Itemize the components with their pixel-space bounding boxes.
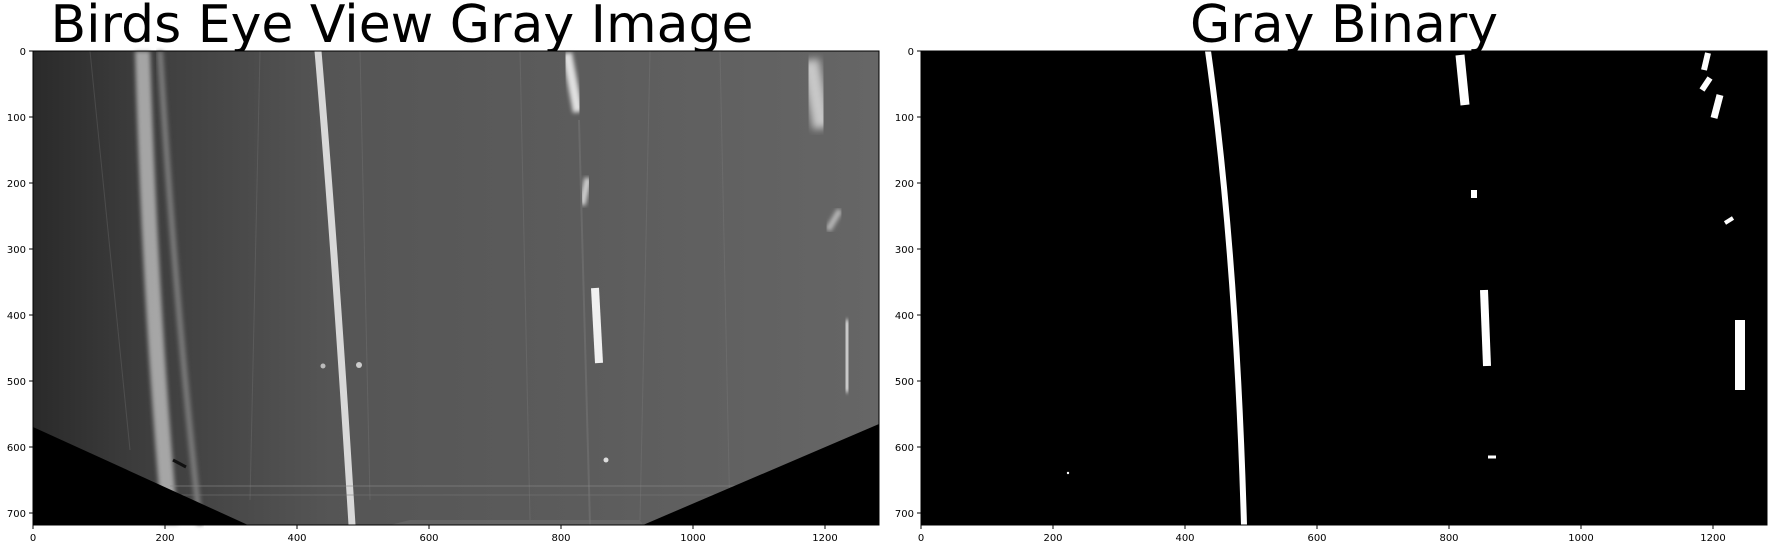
y-tick-label: 400 [895,311,914,322]
x-tick-label: 800 [551,533,570,544]
y-tick-label: 300 [7,245,26,256]
y-tick-label: 300 [895,245,914,256]
y-tick-label: 100 [895,113,914,124]
x-tick-label: 600 [1307,533,1326,544]
binary-image [921,50,1767,526]
gray-image [33,50,879,526]
x-tick-label: 200 [155,533,174,544]
x-tick-label: 600 [419,533,438,544]
x-tick-label: 1200 [812,533,837,544]
y-tick-label: 600 [7,443,26,454]
axes-frame-right [920,50,1768,526]
x-tick-label: 0 [30,533,36,544]
y-tick-label: 500 [7,377,26,388]
x-tick-label: 400 [287,533,306,544]
panel-gray-binary: Gray Binary 0 [895,0,1768,544]
y-tick-label: 200 [895,179,914,190]
y-tick-label: 700 [7,509,26,520]
y-tick-label: 0 [908,47,914,58]
y-tick-label: 200 [7,179,26,190]
panel-title-binary: Gray Binary [1190,0,1498,55]
y-tick-label: 600 [895,443,914,454]
y-tick-label: 700 [895,509,914,520]
axes-frame-left [32,50,880,526]
y-tick-label: 400 [7,311,26,322]
y-tick-label: 0 [20,47,26,58]
x-axis-right: 0 200 400 600 800 1000 1200 [918,525,1726,544]
x-tick-label: 400 [1175,533,1194,544]
y-tick-label: 500 [895,377,914,388]
y-axis-left: 0 100 200 300 400 500 600 700 [7,47,33,520]
x-tick-label: 1000 [680,533,705,544]
x-tick-label: 200 [1043,533,1062,544]
x-tick-label: 1200 [1700,533,1725,544]
x-tick-label: 800 [1439,533,1458,544]
panel-gray-image: Birds Eye View Gray Image [7,0,880,544]
y-axis-right: 0 100 200 300 400 500 600 700 [895,47,921,520]
y-tick-label: 100 [7,113,26,124]
x-tick-label: 0 [918,533,924,544]
x-tick-label: 1000 [1568,533,1593,544]
x-axis-left: 0 200 400 600 800 1000 1200 [30,525,838,544]
panel-title-gray: Birds Eye View Gray Image [51,0,754,55]
